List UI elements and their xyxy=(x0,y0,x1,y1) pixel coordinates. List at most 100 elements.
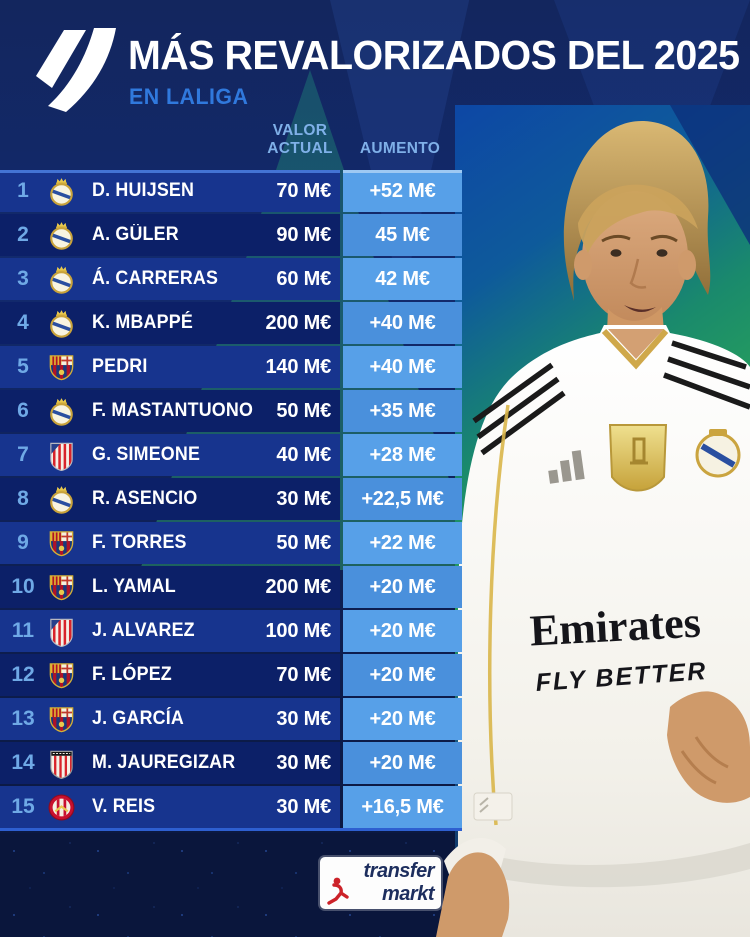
table-row: 9 F. TORRES 50 M€ +22 M€ xyxy=(0,522,462,564)
current-value: 40 M€ xyxy=(276,443,331,466)
club-crest-real-madrid-icon xyxy=(46,484,77,515)
row-main: 3 Á. CARRERAS 60 M€ xyxy=(0,258,340,300)
value-increase: +22 M€ xyxy=(343,522,462,564)
value-increase: +20 M€ xyxy=(343,610,462,652)
player-eyebrow-left xyxy=(601,234,631,243)
row-main: 4 K. MBAPPÉ 200 M€ xyxy=(0,302,340,344)
player-ear-left xyxy=(574,250,592,280)
current-value: 90 M€ xyxy=(276,223,331,246)
chest-crest-crown xyxy=(709,429,727,436)
table-row: 5 PEDRI 140 M€ +40 M€ xyxy=(0,346,462,388)
value-increase: +20 M€ xyxy=(343,742,462,784)
player-name: F. TORRES xyxy=(92,532,187,553)
value-increase: +16,5 M€ xyxy=(343,786,462,828)
club-crest-real-madrid-icon xyxy=(46,220,77,251)
player-name: F. LÓPEZ xyxy=(92,664,172,685)
table-underline xyxy=(0,828,462,831)
row-main: 11 J. ALVAREZ 100 M€ xyxy=(0,610,340,652)
player-chest-skin xyxy=(608,329,664,359)
transfermarkt-word-top: transfer xyxy=(363,860,435,882)
value-increase: +20 M€ xyxy=(343,566,462,608)
current-value: 100 M€ xyxy=(265,619,331,642)
player-name: R. ASENCIO xyxy=(92,488,198,509)
table-row: 4 K. MBAPPÉ 200 M€ +40 M€ xyxy=(0,302,462,344)
club-crest-real-madrid-icon xyxy=(46,264,77,295)
club-crest-real-madrid-icon xyxy=(46,396,77,427)
row-main: 10 L. YAMAL 200 M€ xyxy=(0,566,340,608)
club-crest-atletico-icon xyxy=(46,616,77,647)
table-row: 3 Á. CARRERAS 60 M€ 42 M€ xyxy=(0,258,462,300)
table-row: 7 G. SIMEONE 40 M€ +28 M€ xyxy=(0,434,462,476)
rank-number: 10 xyxy=(11,575,35,598)
rank-number: 5 xyxy=(17,355,29,378)
player-name: M. JAUREGIZAR xyxy=(92,752,236,773)
club-crest-athletic-club-icon xyxy=(46,748,77,779)
current-value: 30 M€ xyxy=(276,707,331,730)
row-main: 13 J. GARCÍA 30 M€ xyxy=(0,698,340,740)
row-main: 15 V. REIS 30 M€ xyxy=(0,786,340,828)
row-main: 2 A. GÜLER 90 M€ xyxy=(0,214,340,256)
column-header-valor-actual: VALOR ACTUAL xyxy=(245,122,355,158)
current-value: 200 M€ xyxy=(265,311,331,334)
player-nose xyxy=(629,258,647,289)
value-increase: +40 M€ xyxy=(343,302,462,344)
transfermarkt-player-icon xyxy=(327,877,349,905)
player-name: K. MBAPPÉ xyxy=(92,312,193,333)
player-name: G. SIMEONE xyxy=(92,444,201,465)
row-main: 7 G. SIMEONE 40 M€ xyxy=(0,434,340,476)
table-row: 13 J. GARCÍA 30 M€ +20 M€ xyxy=(0,698,462,740)
current-value: 60 M€ xyxy=(276,267,331,290)
table-row: 6 F. MASTANTUONO 50 M€ +35 M€ xyxy=(0,390,462,432)
rank-number: 6 xyxy=(17,399,29,422)
jersey-tag-patch xyxy=(473,792,513,821)
row-main: 8 R. ASENCIO 30 M€ xyxy=(0,478,340,520)
player-name: J. ALVAREZ xyxy=(92,620,195,641)
photo-background-corner xyxy=(670,105,750,245)
row-main: 1 D. HUIJSEN 70 M€ xyxy=(0,170,340,212)
player-name: F. MASTANTUONO xyxy=(92,400,254,421)
jersey-gold-collar xyxy=(601,328,669,370)
player-ear-right xyxy=(678,250,696,280)
table-row: 14 M. JAUREGIZAR 30 M€ +20 M€ xyxy=(0,742,462,784)
value-increase: +52 M€ xyxy=(343,170,462,212)
table-row: 12 F. LÓPEZ 70 M€ +20 M€ xyxy=(0,654,462,696)
rank-number: 11 xyxy=(11,619,35,642)
club-crest-atletico-icon xyxy=(46,440,77,471)
current-value: 70 M€ xyxy=(276,663,331,686)
row-main: 5 PEDRI 140 M€ xyxy=(0,346,340,388)
value-increase: +28 M€ xyxy=(343,434,462,476)
laliga-logo-stroke-right xyxy=(48,28,116,112)
value-increase: +22,5 M€ xyxy=(343,478,462,520)
jersey-tag-marks xyxy=(479,797,489,813)
jersey-gold-seam xyxy=(488,404,510,826)
transfermarkt-word-bottom: markt xyxy=(382,883,434,905)
current-value: 50 M€ xyxy=(276,531,331,554)
current-value: 30 M€ xyxy=(276,751,331,774)
chest-crest-band xyxy=(700,443,736,468)
value-increase: 42 M€ xyxy=(343,258,462,300)
rank-number: 9 xyxy=(17,531,29,554)
player-name: J. GARCÍA xyxy=(92,708,185,729)
rank-number: 13 xyxy=(11,707,35,730)
rank-number: 8 xyxy=(17,487,29,510)
value-increase: +20 M€ xyxy=(343,698,462,740)
rank-number: 4 xyxy=(17,311,29,334)
rank-number: 15 xyxy=(11,795,35,818)
gold-patch-trophy xyxy=(630,437,648,465)
player-name: A. GÜLER xyxy=(92,224,179,245)
club-crest-girona-icon xyxy=(46,792,77,823)
row-main: 6 F. MASTANTUONO 50 M€ xyxy=(0,390,340,432)
rank-number: 3 xyxy=(17,267,29,290)
table-row: 2 A. GÜLER 90 M€ 45 M€ xyxy=(0,214,462,256)
value-increase: +35 M€ xyxy=(343,390,462,432)
player-left-forearm xyxy=(436,852,510,937)
transfermarkt-logo: transfer markt xyxy=(320,857,441,909)
club-crest-real-madrid-icon xyxy=(46,176,77,207)
value-increase: +40 M€ xyxy=(343,346,462,388)
laliga-logo-stroke-left xyxy=(36,30,86,88)
transfermarkt-wordmark: transfer markt xyxy=(363,860,435,906)
page-title: MÁS REVALORIZADOS DEL 2025 xyxy=(128,32,740,78)
player-name: Á. CARRERAS xyxy=(92,268,219,289)
player-photo: Emirates FLY BETTER xyxy=(436,105,750,937)
